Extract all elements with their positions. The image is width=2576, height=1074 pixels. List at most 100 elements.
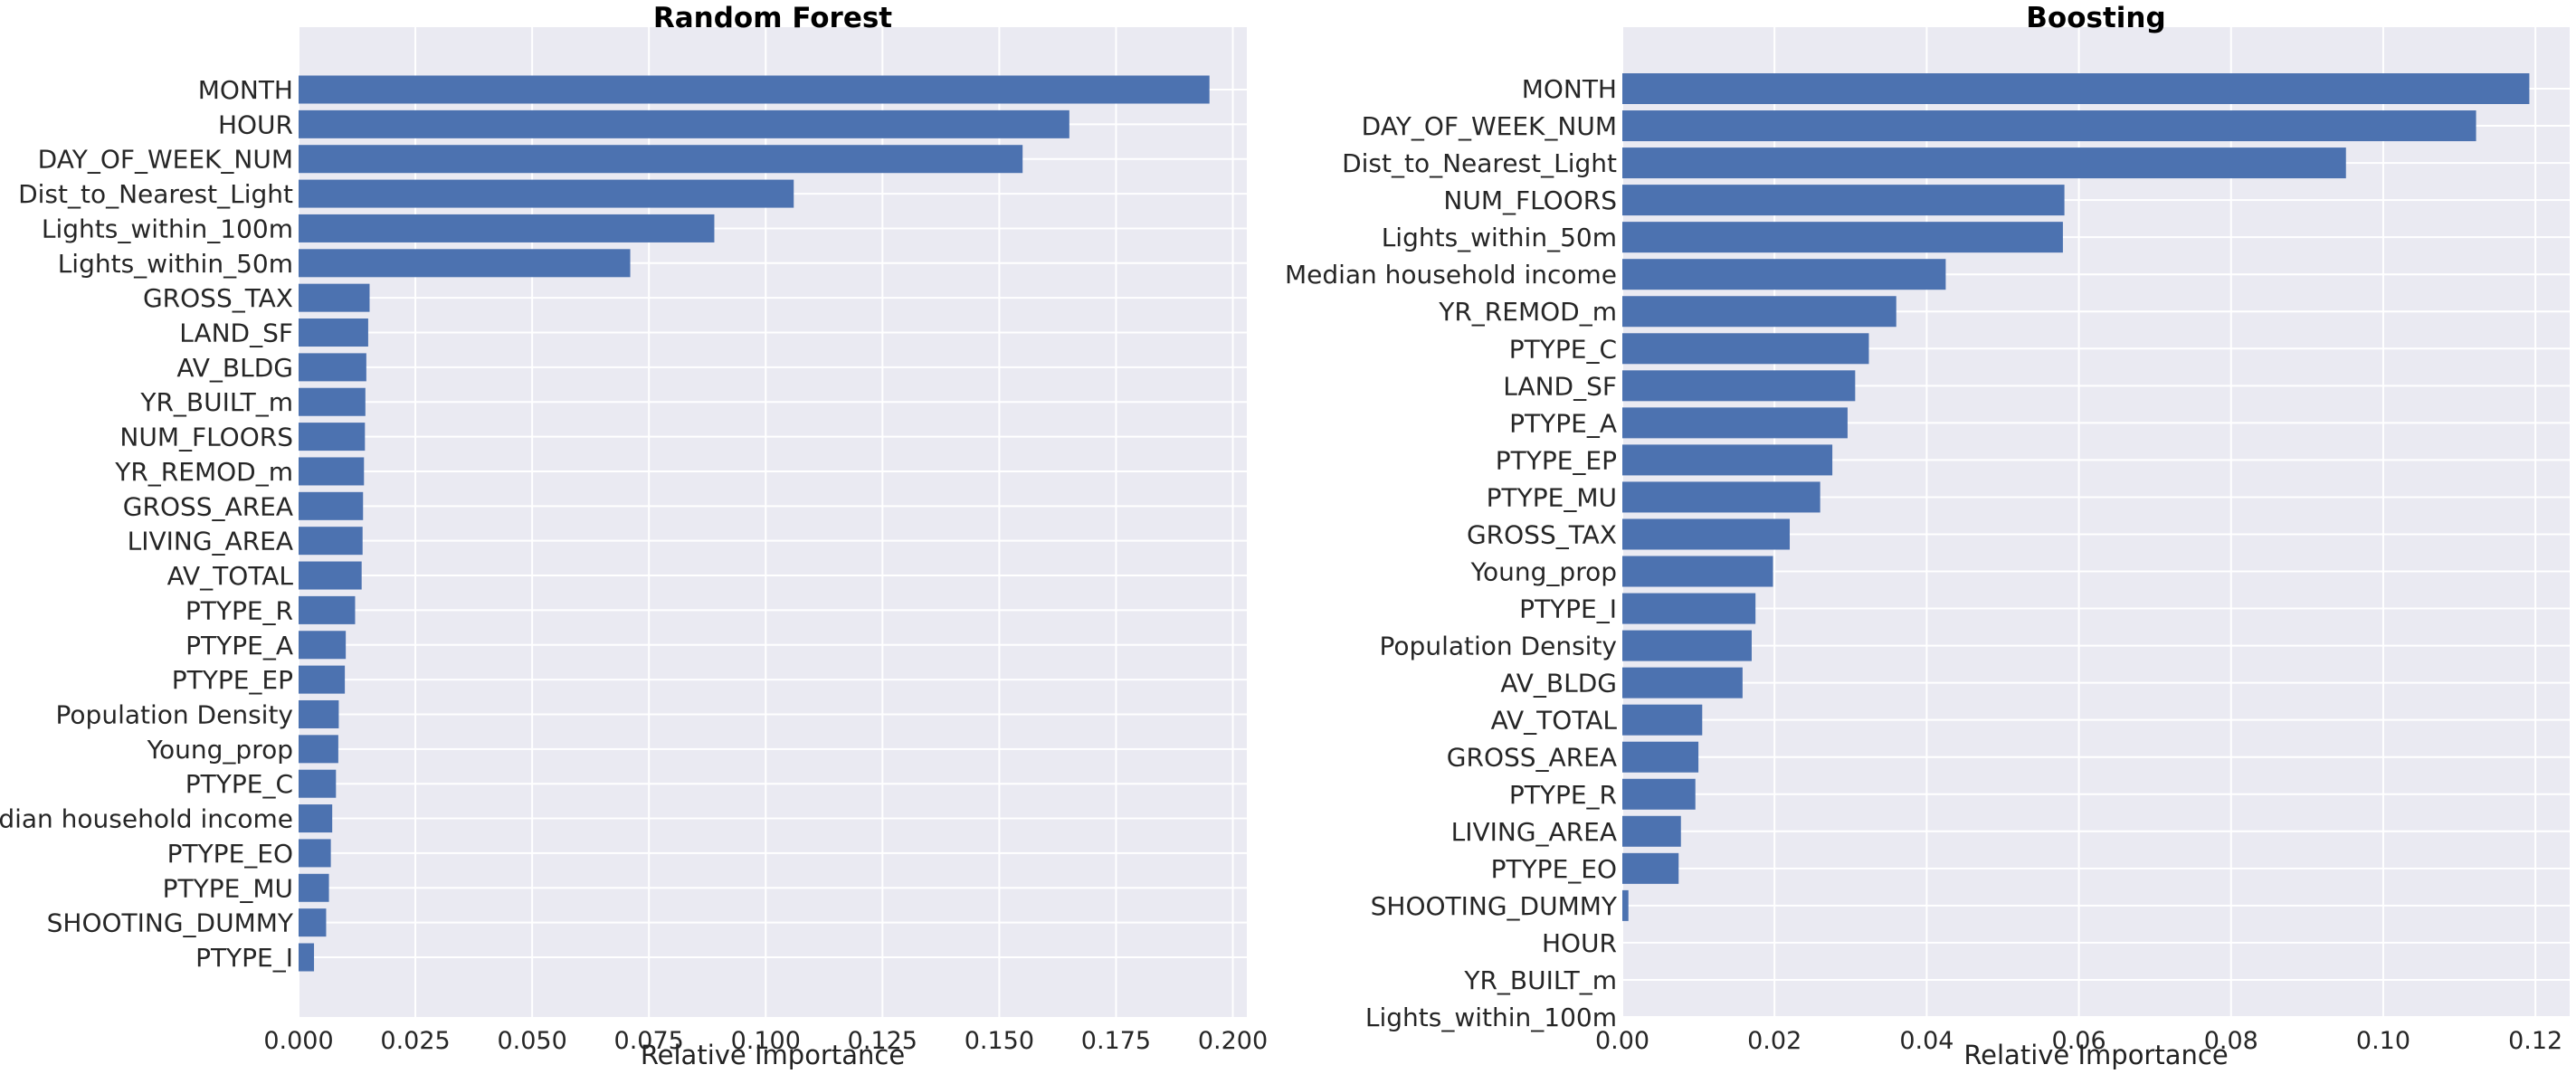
bar: [1622, 296, 1896, 328]
y-tick-label: PTYPE_A: [185, 631, 293, 661]
bar: [299, 839, 331, 868]
y-tick-label: PTYPE_R: [1509, 780, 1617, 810]
y-tick-label: Population Density: [1380, 632, 1617, 661]
y-tick-label: GROSS_TAX: [1467, 519, 1617, 549]
y-tick-label: YR_BUILT_m: [139, 387, 293, 417]
y-tick-label: SHOOTING_DUMMY: [47, 908, 294, 938]
bar: [1622, 481, 1820, 513]
bar: [1622, 815, 1681, 847]
chart-title: Random Forest: [653, 2, 892, 34]
y-tick-label: DAY_OF_WEEK_NUM: [1362, 111, 1617, 141]
y-tick-label: MONTH: [198, 75, 293, 105]
y-tick-label: PTYPE_I: [195, 943, 293, 973]
y-tick-label: PTYPE_C: [1509, 334, 1617, 364]
y-tick-label: AV_TOTAL: [167, 561, 294, 591]
y-tick-label: PTYPE_EO: [167, 839, 293, 869]
y-tick-label: PTYPE_MU: [1487, 482, 1617, 512]
y-tick-label: YR_REMOD_m: [1438, 297, 1617, 327]
x-axis-label: Relative Importance: [1963, 1040, 2228, 1070]
y-tick-label: MONTH: [1522, 74, 1617, 104]
y-tick-label: Median household income: [0, 804, 293, 834]
bar: [1622, 852, 1679, 884]
x-tick-label: 0.100: [731, 1027, 801, 1055]
bar: [299, 353, 366, 382]
y-tick-label: Young_prop: [1470, 557, 1617, 587]
bar: [299, 109, 1069, 138]
x-tick-label: 0.175: [1081, 1027, 1151, 1055]
y-tick-label: YR_REMOD_m: [114, 457, 293, 487]
x-tick-label: 0.02: [1747, 1027, 1801, 1055]
y-tick-label: GROSS_TAX: [143, 283, 293, 313]
bar: [299, 595, 356, 624]
x-tick-label: 0.12: [2508, 1027, 2562, 1055]
bar: [1622, 407, 1848, 439]
bar: [299, 179, 794, 208]
bar: [299, 387, 366, 416]
x-tick-label: 0.000: [263, 1027, 333, 1055]
y-tick-label: PTYPE_A: [1509, 408, 1617, 438]
bar: [299, 491, 364, 520]
y-tick-label: Young_prop: [147, 735, 293, 765]
bar: [299, 423, 366, 451]
bar: [1622, 73, 2530, 104]
y-tick-label: Lights_within_100m: [42, 214, 293, 243]
bar: [1622, 556, 1773, 587]
y-tick-label: PTYPE_EP: [172, 665, 293, 695]
y-tick-label: HOUR: [218, 109, 293, 139]
bar: [1622, 370, 1856, 402]
bar: [299, 318, 368, 347]
y-tick-label: AV_BLDG: [1500, 669, 1617, 699]
y-tick-label: Lights_within_100m: [1365, 1003, 1617, 1032]
y-tick-label: NUM_FLOORS: [119, 423, 293, 452]
x-tick-label: 0.00: [1595, 1027, 1649, 1055]
bar: [299, 699, 339, 728]
y-tick-label: LAND_SF: [179, 318, 293, 348]
bar: [299, 145, 1023, 174]
y-tick-label: GROSS_AREA: [1447, 743, 1617, 773]
x-tick-label: 0.04: [1899, 1027, 1953, 1055]
y-tick-label: PTYPE_MU: [163, 873, 293, 903]
y-tick-label: Dist_to_Nearest_Light: [18, 179, 293, 209]
bar: [299, 769, 337, 798]
y-tick-label: YR_BUILT_m: [1463, 965, 1617, 995]
x-tick-label: 0.050: [497, 1027, 566, 1055]
chart-title: Boosting: [2026, 2, 2165, 34]
y-tick-label: Lights_within_50m: [1382, 223, 1617, 252]
bar: [1622, 333, 1869, 365]
y-tick-label: AV_TOTAL: [1491, 706, 1618, 736]
bar: [1622, 222, 2063, 253]
bar: [299, 943, 315, 972]
bar: [1622, 110, 2476, 142]
x-tick-label: 0.08: [2204, 1027, 2258, 1055]
y-tick-label: HOUR: [1542, 928, 1617, 958]
x-tick-label: 0.025: [380, 1027, 450, 1055]
bar: [299, 527, 363, 556]
bar: [299, 631, 347, 660]
bar: [299, 908, 327, 937]
bar: [299, 804, 333, 833]
y-tick-label: PTYPE_I: [1519, 594, 1617, 624]
x-tick-label: 0.200: [1198, 1027, 1268, 1055]
x-tick-label: 0.125: [848, 1027, 917, 1055]
y-tick-label: DAY_OF_WEEK_NUM: [38, 145, 293, 175]
y-tick-label: AV_BLDG: [176, 353, 293, 383]
bar: [1622, 667, 1743, 699]
y-tick-label: NUM_FLOORS: [1443, 185, 1617, 215]
bar: [299, 214, 715, 242]
bar: [1622, 889, 1629, 921]
y-tick-label: PTYPE_C: [185, 769, 293, 799]
y-tick-label: Dist_to_Nearest_Light: [1342, 148, 1617, 178]
bar: [1622, 185, 2065, 216]
bar: [299, 75, 1210, 104]
x-tick-label: 0.10: [2356, 1027, 2410, 1055]
y-tick-label: SHOOTING_DUMMY: [1371, 891, 1618, 921]
x-tick-label: 0.075: [614, 1027, 684, 1055]
bar: [299, 457, 365, 486]
plot-area: [299, 27, 1247, 1017]
y-tick-label: Lights_within_50m: [58, 249, 293, 279]
bar: [1622, 741, 1699, 773]
bar: [1622, 630, 1752, 661]
y-tick-label: PTYPE_R: [185, 595, 293, 625]
random-forest-chart: 0.000 0.025 0.050 0.075 0.100 0.125 0.150 0.175…: [0, 2, 1268, 1070]
